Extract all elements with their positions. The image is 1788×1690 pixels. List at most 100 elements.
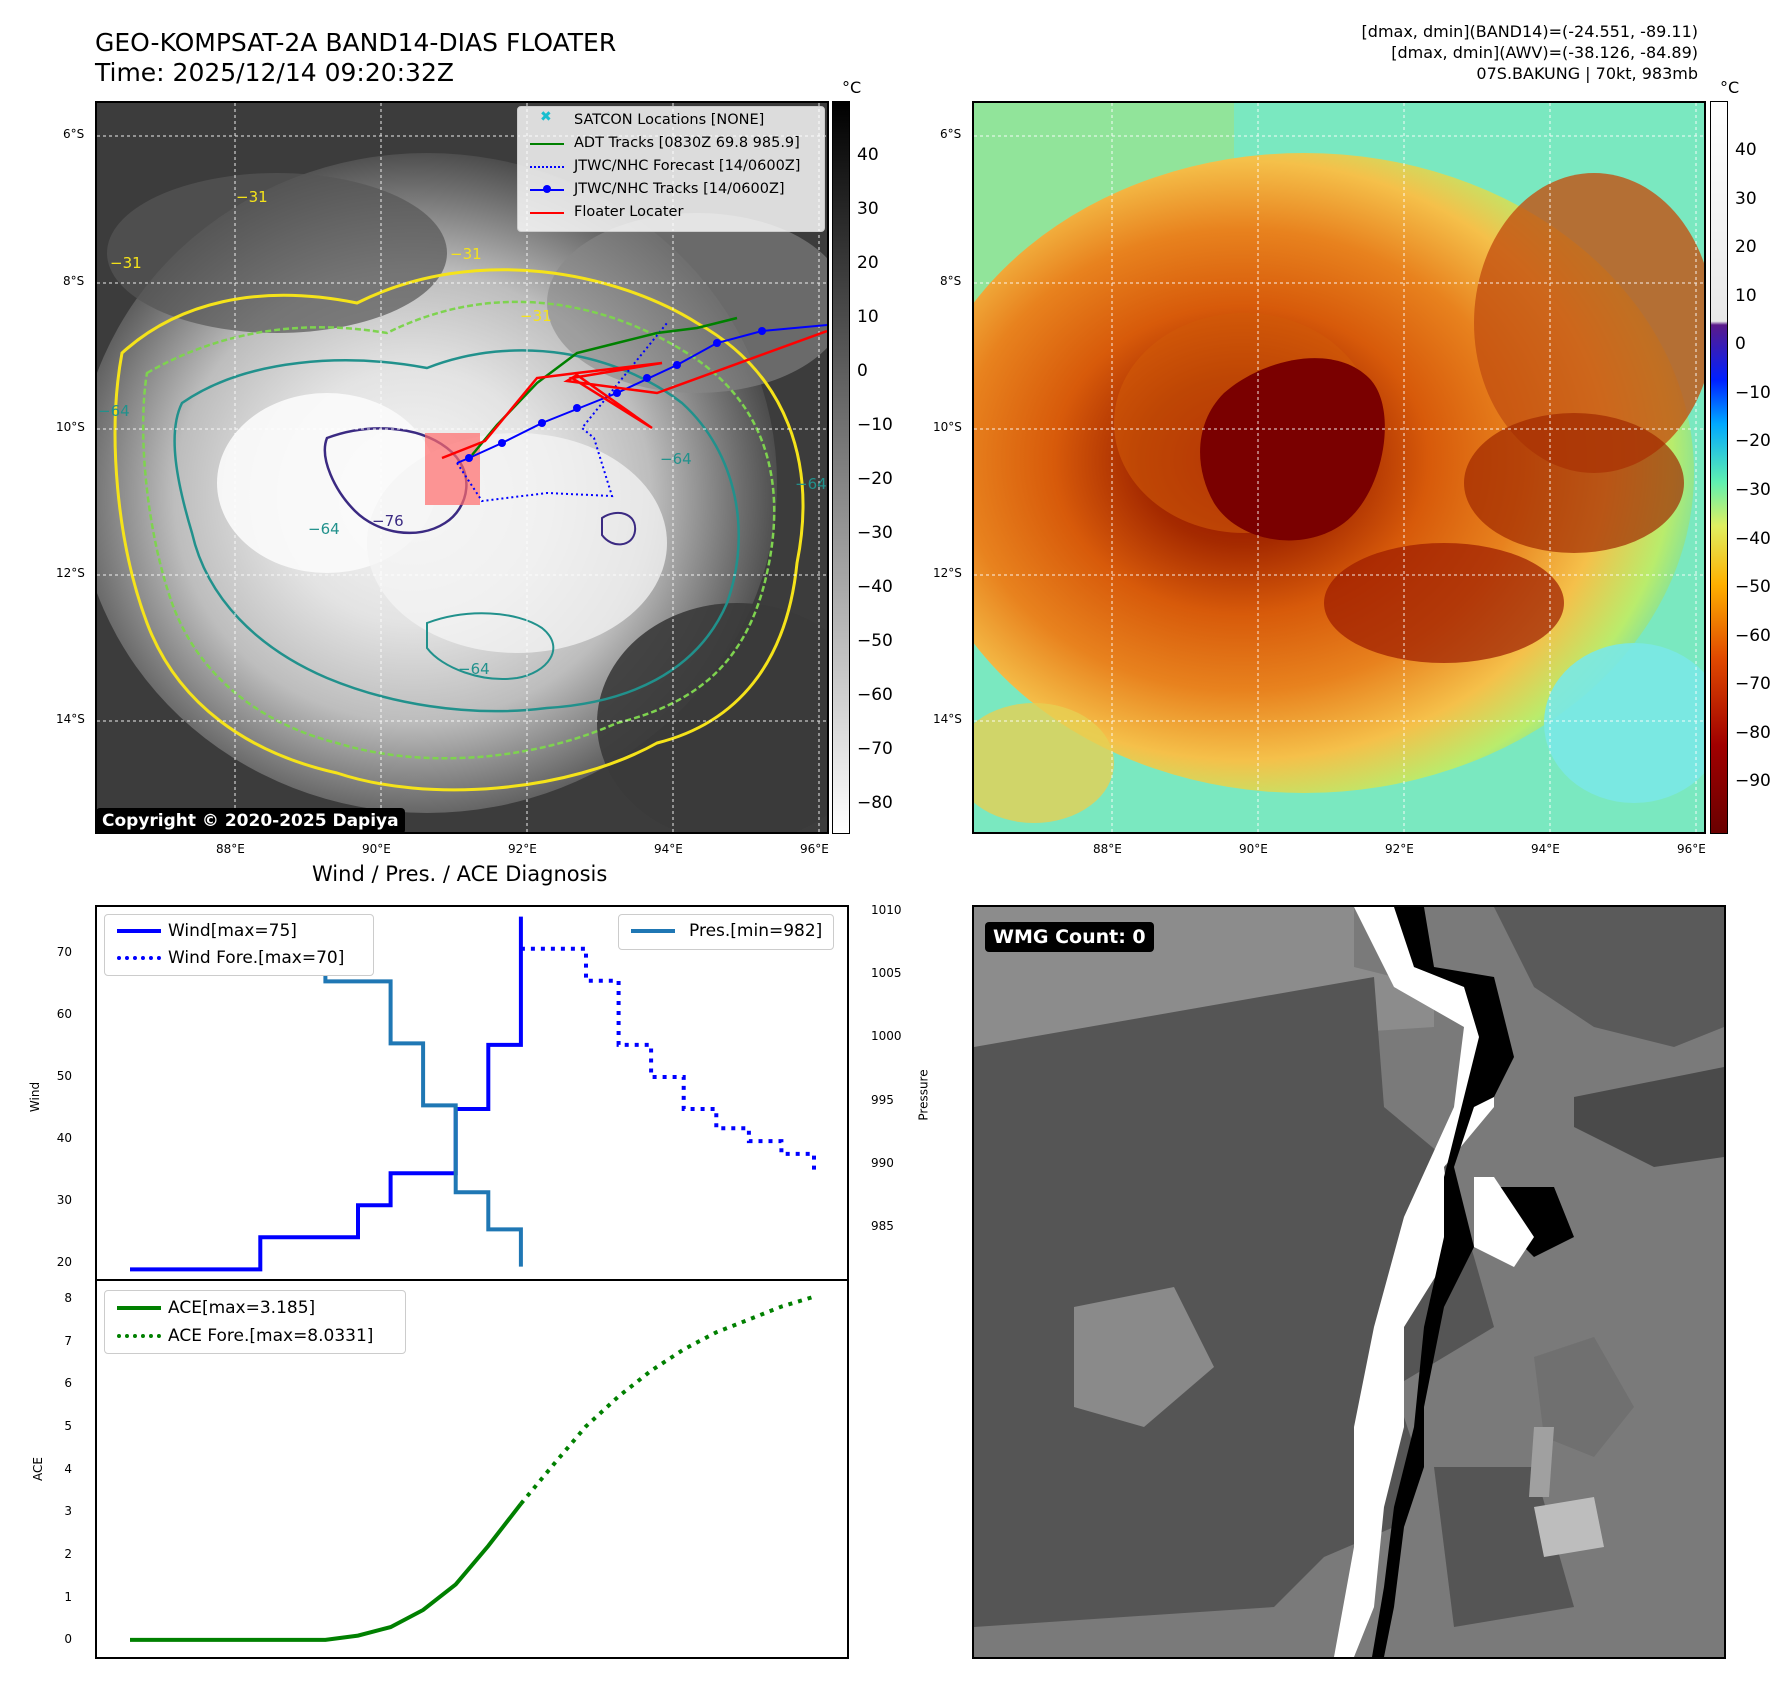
enh-colorbar-tick: −80 xyxy=(1735,723,1771,743)
pressure-line xyxy=(130,929,523,1267)
wind-tick-label: 30 xyxy=(56,1193,72,1207)
legend-wind-forecast: Wind Fore.[max=70] xyxy=(168,948,345,968)
contour-label: −64 xyxy=(458,660,490,678)
lat-label: 6°S xyxy=(940,127,962,141)
forecast-line-swatch xyxy=(530,166,564,168)
track-legend: ✖ SATCON Locations [NONE] ADT Tracks [08… xyxy=(517,106,825,232)
legend-forecast: JTWC/NHC Forecast [14/0600Z] xyxy=(574,158,801,174)
ace-chart xyxy=(95,1279,849,1659)
ace-forecast-swatch xyxy=(117,1334,161,1338)
awv-range: [dmax, dmin](AWV)=(-38.126, -84.89) xyxy=(1391,43,1698,62)
figure-time: Time: 2025/12/14 09:20:32Z xyxy=(95,58,454,87)
ir-colorbar xyxy=(832,101,850,834)
ir-colorbar-tick: −60 xyxy=(857,685,893,705)
ace-line-swatch xyxy=(117,1306,161,1310)
lon-label: 88°E xyxy=(1093,842,1122,856)
enh-colorbar-tick: −10 xyxy=(1735,383,1771,403)
ir-colorbar-tick: 40 xyxy=(857,145,879,165)
wind-tick-label: 20 xyxy=(56,1255,72,1269)
legend-wind: Wind[max=75] xyxy=(168,921,297,941)
pressure-tick-label: 1010 xyxy=(871,903,902,917)
enh-colorbar-tick: −50 xyxy=(1735,577,1771,597)
ir-colorbar-tick: −30 xyxy=(857,523,893,543)
wind-tick-label: 60 xyxy=(56,1007,72,1021)
ir-colorbar-tick: −70 xyxy=(857,739,893,759)
ir-colorbar-tick: 10 xyxy=(857,307,879,327)
ir-colorbar-tick: −50 xyxy=(857,631,893,651)
wind-chart-title: Wind / Pres. / ACE Diagnosis xyxy=(312,862,608,886)
ir-colorbar-tick: 0 xyxy=(857,361,868,381)
contour-label: −64 xyxy=(308,520,340,538)
enh-colorbar-tick: −60 xyxy=(1735,626,1771,646)
lat-label: 8°S xyxy=(63,274,85,288)
lat-label: 12°S xyxy=(933,566,962,580)
wind-tick-label: 70 xyxy=(56,945,72,959)
lon-label: 94°E xyxy=(1531,842,1560,856)
enh-colorbar-tick: −90 xyxy=(1735,771,1771,791)
ace-forecast-line xyxy=(519,1294,815,1506)
tracks-marker-icon xyxy=(543,185,551,193)
enh-colorbar-tick: 20 xyxy=(1735,237,1757,257)
lat-label: 14°S xyxy=(56,712,85,726)
ace-axis-label: ACE xyxy=(30,1457,45,1481)
ace-plot xyxy=(130,1294,815,1642)
legend-adt: ADT Tracks [0830Z 69.8 985.9] xyxy=(574,135,800,151)
ace-legend: ACE[max=3.185] ACE Fore.[max=8.0331] xyxy=(104,1290,406,1354)
legend-satcon: SATCON Locations [NONE] xyxy=(574,112,765,128)
lon-label: 96°E xyxy=(1677,842,1706,856)
enh-colorbar-tick: 30 xyxy=(1735,189,1757,209)
wind-tick-label: 40 xyxy=(56,1131,72,1145)
ace-tick-label: 0 xyxy=(64,1632,72,1646)
contour-label: −64 xyxy=(795,475,827,493)
floater-line-swatch xyxy=(530,212,564,214)
ir-colorbar-tick: −80 xyxy=(857,793,893,813)
lon-label: 92°E xyxy=(1385,842,1414,856)
enhanced-ir-panel xyxy=(972,101,1706,834)
band14-range: [dmax, dmin](BAND14)=(-24.551, -89.11) xyxy=(1361,22,1698,41)
ace-tick-label: 8 xyxy=(64,1291,72,1305)
pressure-tick-label: 985 xyxy=(871,1219,894,1233)
lat-label: 10°S xyxy=(56,420,85,434)
pressure-legend: Pres.[min=982] xyxy=(618,914,834,950)
lat-label: 14°S xyxy=(933,712,962,726)
wind-line-swatch xyxy=(117,929,161,933)
pressure-tick-label: 1000 xyxy=(871,1029,902,1043)
wind-legend: Wind[max=75] Wind Fore.[max=70] xyxy=(104,914,374,976)
contour-label: −31 xyxy=(110,254,142,272)
wind-tick-label: 50 xyxy=(56,1069,72,1083)
ir-colorbar-tick: −20 xyxy=(857,469,893,489)
pressure-axis-label: Pressure xyxy=(916,1069,931,1121)
contour-label: −31 xyxy=(450,245,482,263)
legend-pressure: Pres.[min=982] xyxy=(689,921,823,941)
ace-tick-label: 7 xyxy=(64,1334,72,1348)
contour-label: −31 xyxy=(236,188,268,206)
ace-tick-label: 2 xyxy=(64,1547,72,1561)
lat-label: 8°S xyxy=(940,274,962,288)
wind-forecast-swatch xyxy=(117,956,161,960)
ir-colorbar-tick: −40 xyxy=(857,577,893,597)
enh-colorbar-tick: 40 xyxy=(1735,140,1757,160)
copyright-badge: Copyright © 2020-2025 Dapiya xyxy=(96,808,405,834)
contour-label: −76 xyxy=(372,512,404,530)
ace-tick-label: 5 xyxy=(64,1419,72,1433)
adt-line-swatch xyxy=(530,143,564,145)
wmg-count-badge: WMG Count: 0 xyxy=(985,922,1154,952)
storm-info: 07S.BAKUNG | 70kt, 983mb xyxy=(1476,64,1698,83)
lon-label: 90°E xyxy=(362,842,391,856)
contour-label: −64 xyxy=(660,450,692,468)
pressure-line-swatch xyxy=(631,929,675,933)
lon-label: 96°E xyxy=(800,842,829,856)
legend-ace-forecast: ACE Fore.[max=8.0331] xyxy=(168,1326,374,1346)
lat-label: 6°S xyxy=(63,127,85,141)
figure-title: GEO-KOMPSAT-2A BAND14-DIAS FLOATER xyxy=(95,28,617,57)
enh-colorbar xyxy=(1710,101,1728,834)
enh-colorbar-tick: 10 xyxy=(1735,286,1757,306)
lon-label: 94°E xyxy=(654,842,683,856)
wind-forecast-line xyxy=(520,946,816,1174)
enh-colorbar-tick: −30 xyxy=(1735,480,1771,500)
lon-label: 90°E xyxy=(1239,842,1268,856)
lat-label: 10°S xyxy=(933,420,962,434)
legend-tracks: JTWC/NHC Tracks [14/0600Z] xyxy=(574,181,785,197)
wind-axis-label: Wind xyxy=(28,1081,43,1113)
pressure-tick-label: 990 xyxy=(871,1156,894,1170)
